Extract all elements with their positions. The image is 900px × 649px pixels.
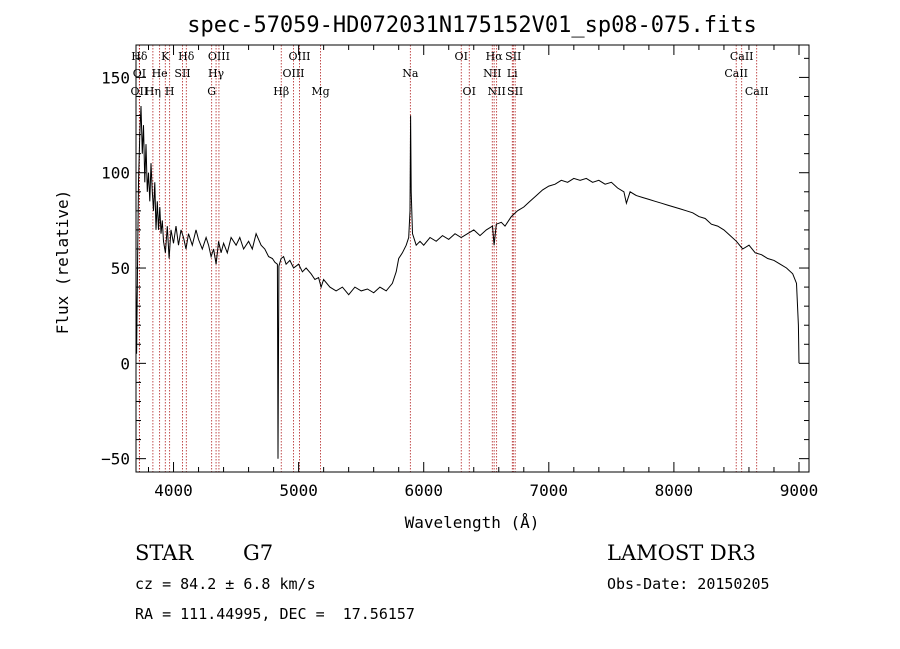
y-axis-ticks: −50 0 50 100 150 xyxy=(101,57,809,469)
line-label: OIII xyxy=(208,50,230,63)
line-label: Na xyxy=(402,67,419,80)
x-tick-label: 5000 xyxy=(279,481,318,500)
x-axis-ticks: 4000 5000 6000 7000 8000 9000 xyxy=(148,45,819,500)
observation-date: Obs-Date: 20150205 xyxy=(607,575,770,593)
sky-coordinates: RA = 111.44995, DEC = 17.56157 xyxy=(135,605,415,623)
y-tick-label: −50 xyxy=(101,450,130,469)
line-label: Hδ xyxy=(178,50,195,63)
spectrum-line xyxy=(135,105,800,459)
chart-title: spec-57059-HD072031N175152V01_sp08-075.f… xyxy=(187,13,757,38)
line-label: CaII xyxy=(724,67,748,80)
line-label: OI xyxy=(463,85,476,98)
line-label: He xyxy=(152,67,168,80)
y-tick-label: 50 xyxy=(111,259,130,278)
subclass: G7 xyxy=(243,541,273,565)
line-label: NII xyxy=(487,85,505,98)
y-tick-label: 0 xyxy=(120,354,130,373)
y-axis-label: Flux (relative) xyxy=(53,190,72,335)
spectral-line-markers xyxy=(138,45,758,472)
line-label: CaII xyxy=(730,50,754,63)
line-label: SII xyxy=(507,85,523,98)
plot-frame xyxy=(135,44,810,473)
y-tick-label: 100 xyxy=(101,164,130,183)
line-label: Hγ xyxy=(208,67,225,80)
line-label: K xyxy=(161,50,170,63)
line-label: SII xyxy=(505,50,521,63)
spectral-line-labels: Hδ OI OII K He Hη Hδ SII H OIII Hγ G OIII OIII Hβ Mg Na O… xyxy=(131,50,769,98)
x-tick-label: 8000 xyxy=(655,481,694,500)
x-tick-label: 6000 xyxy=(404,481,443,500)
line-label: OIII xyxy=(288,50,310,63)
object-class: STAR xyxy=(135,541,194,565)
survey-name: LAMOST DR3 xyxy=(607,541,756,565)
line-label: OI xyxy=(455,50,468,63)
line-label: Hβ xyxy=(273,85,289,98)
line-label: NII xyxy=(483,67,501,80)
line-label: Li xyxy=(507,67,518,80)
x-tick-label: 4000 xyxy=(154,481,193,500)
line-label: OI xyxy=(133,67,146,80)
line-label: Mg xyxy=(311,85,329,98)
redshift-velocity: cz = 84.2 ± 6.8 km/s xyxy=(135,575,316,593)
x-axis-label: Wavelength (Å) xyxy=(405,513,540,532)
y-tick-label: 150 xyxy=(101,68,130,87)
line-label: H xyxy=(165,85,175,98)
line-label: Hη xyxy=(145,85,161,98)
x-tick-label: 9000 xyxy=(780,481,819,500)
line-label: CaII xyxy=(745,85,769,98)
line-label: Hα xyxy=(486,50,504,63)
line-label: SII xyxy=(174,67,190,80)
line-label: Hδ xyxy=(131,50,148,63)
line-label: OII xyxy=(131,85,149,98)
line-label: G xyxy=(207,85,216,98)
x-tick-label: 7000 xyxy=(530,481,569,500)
line-label: OIII xyxy=(282,67,304,80)
